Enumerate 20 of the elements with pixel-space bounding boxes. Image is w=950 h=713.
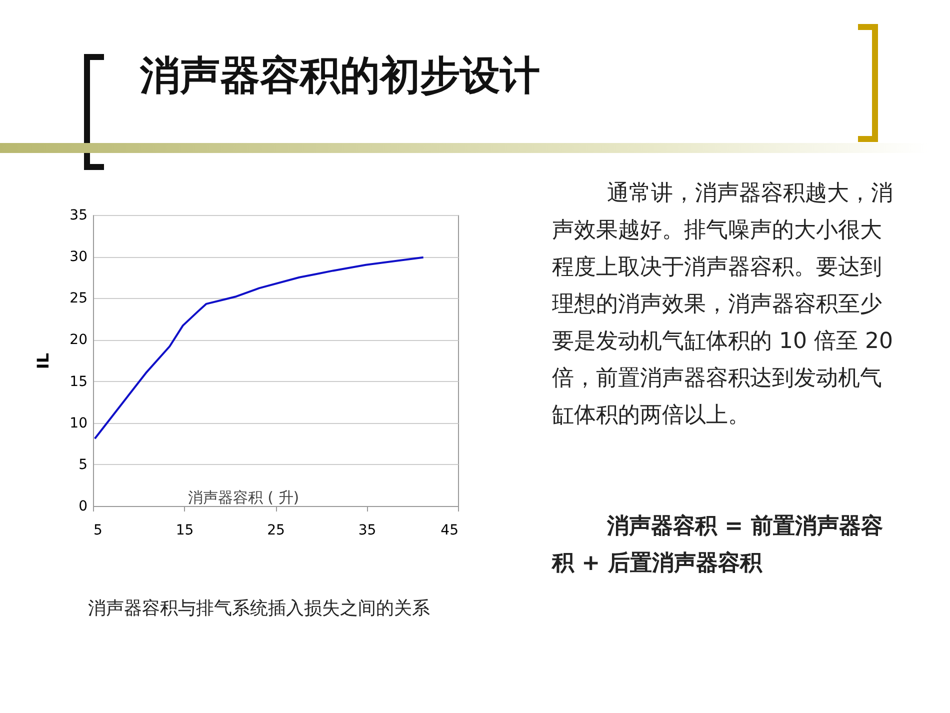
y-tick-label: 20 — [70, 332, 88, 348]
x-tick-label: 5 — [94, 522, 102, 538]
y-tick-label: 25 — [70, 290, 88, 307]
y-axis-title: IL — [34, 352, 53, 370]
y-tick-label: 10 — [70, 415, 88, 432]
y-tick-label: 30 — [70, 249, 88, 266]
y-tick-label: 35 — [70, 208, 88, 224]
x-tick-label: 25 — [267, 522, 285, 538]
line-series — [94, 256, 424, 440]
text: 消声器容积 = 前置消声器容积 + 后置消声器容积 — [552, 512, 884, 578]
x-tick-label: 45 — [440, 522, 458, 538]
text: 消声器容积与排气系统插入损失之间的关系 — [88, 597, 431, 621]
y-tick-label: 0 — [78, 498, 88, 514]
y-tick-label: 15 — [70, 374, 88, 390]
y-tick-label: 5 — [78, 456, 88, 473]
x-tick-label: 35 — [358, 522, 376, 538]
x-tick-label: 15 — [176, 522, 194, 538]
chart-title: 消声器容积的初步设计 — [140, 52, 540, 101]
text: 通常讲，消声器容积越大，消声效果越好。排气噪声的大小很大程度上取决于消声器容积。要达到理想的消声效果，消声器容积至少要是发动机气缸体积的 10 倍至 20 倍，前置消声器容积达到发动机气缸体积的两倍以上。 — [552, 180, 894, 430]
x-axis-title: 消声器容积 ( 升) — [188, 488, 300, 506]
